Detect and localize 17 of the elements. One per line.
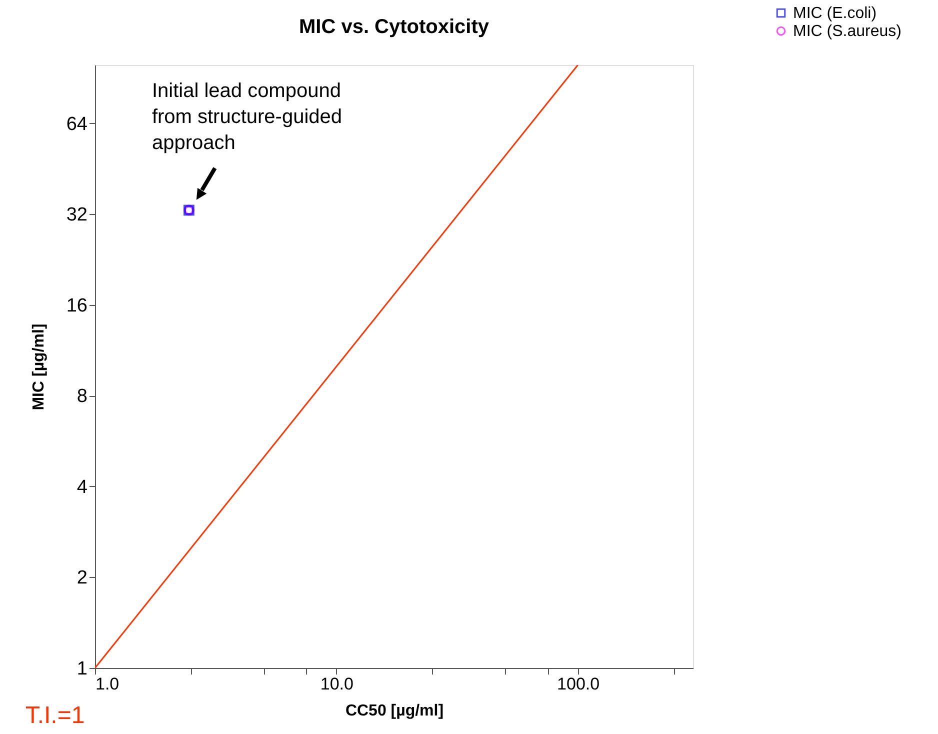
y-tick-label: 8 — [76, 386, 88, 408]
x-axis-title: CC50 [µg/ml] — [345, 702, 444, 720]
y-tick-label: 1 — [76, 658, 88, 680]
annotation: Initial lead compound from structure-guided approach — [152, 80, 342, 154]
series-label: T.I.=1 — [25, 702, 85, 729]
y-tick-label: 16 — [66, 295, 88, 316]
y-tick-label: 4 — [76, 476, 88, 498]
y-axis-title: MIC [µg/ml] — [30, 324, 48, 410]
chart-title: MIC vs. Cytotoxicity — [298, 16, 490, 38]
y-tick-label: 2 — [76, 568, 88, 589]
legend-label: MIC (E.coli) — [793, 5, 877, 22]
x-tick-label: 100.0 — [557, 674, 600, 694]
legend-label: MIC (S.aureus) — [793, 23, 902, 40]
x-tick-label: 10.0 — [320, 674, 354, 694]
y-tick-label: 32 — [66, 204, 88, 226]
x-tick-label: 1.0 — [96, 674, 120, 694]
y-tick-label: 64 — [66, 114, 88, 135]
